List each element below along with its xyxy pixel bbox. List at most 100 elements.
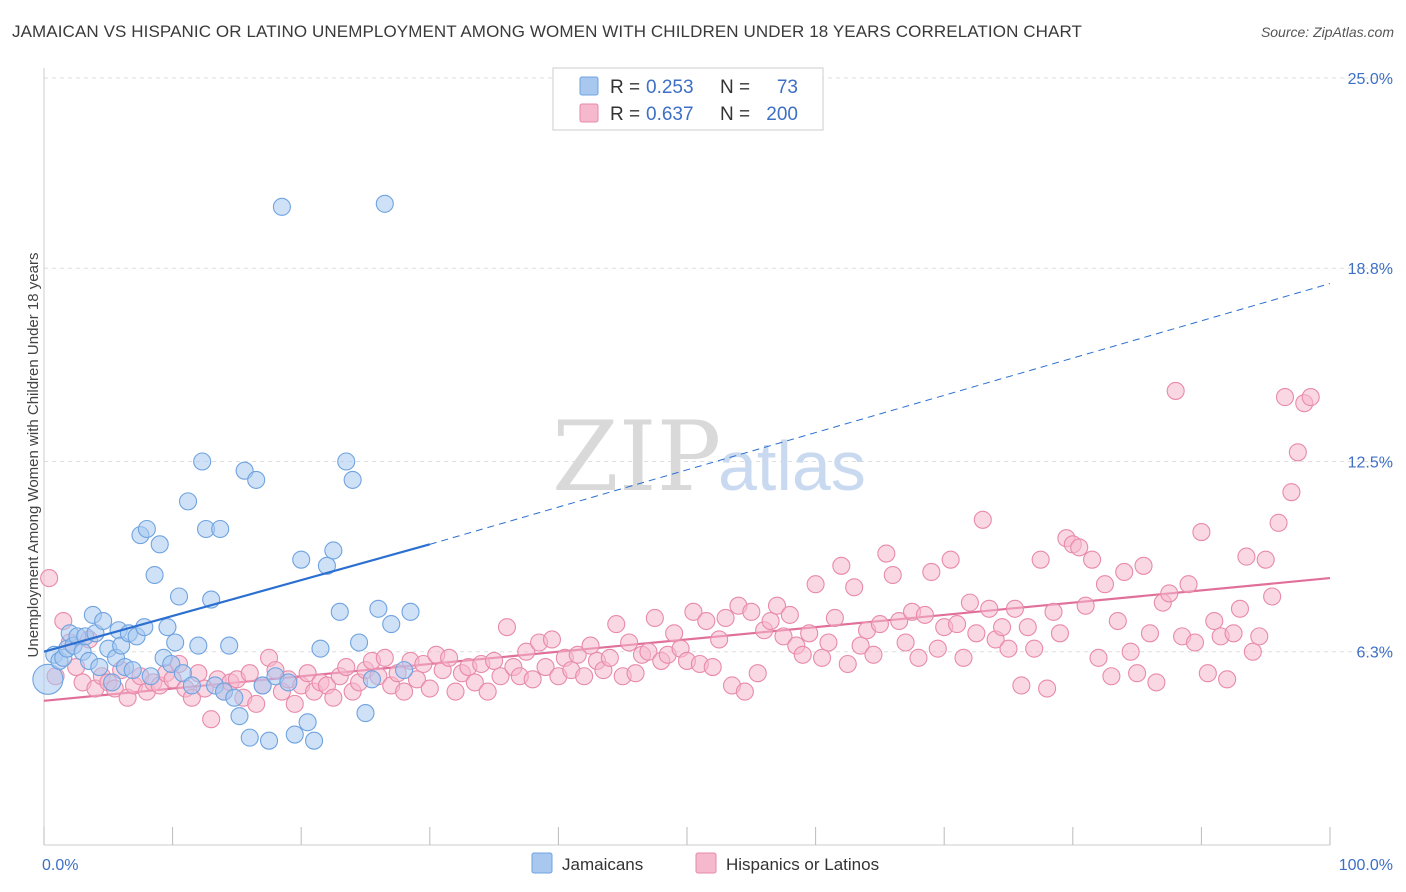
point-hispanics-136 bbox=[915, 605, 934, 624]
point-jamaicans-14 bbox=[94, 611, 113, 631]
point-hispanics-132 bbox=[890, 611, 909, 631]
point-hispanics-169 bbox=[1128, 664, 1147, 683]
point-jamaicans-22 bbox=[123, 661, 142, 680]
point-hispanics-179 bbox=[1192, 523, 1211, 542]
point-hispanics-146 bbox=[980, 599, 999, 618]
point-hispanics-190 bbox=[1263, 587, 1282, 606]
y-tick-label-0: 6.3% bbox=[1357, 645, 1393, 662]
point-hispanics-122 bbox=[825, 608, 844, 628]
point-hispanics-131 bbox=[883, 565, 902, 585]
point-hispanics-152 bbox=[1018, 618, 1037, 637]
point-jamaicans-28 bbox=[145, 565, 164, 585]
point-jamaicans-67 bbox=[356, 704, 375, 723]
point-hispanics-121 bbox=[819, 633, 838, 652]
point-hispanics-31 bbox=[240, 664, 259, 683]
point-hispanics-137 bbox=[922, 562, 941, 581]
point-hispanics-44 bbox=[324, 688, 343, 707]
point-hispanics-140 bbox=[941, 550, 960, 569]
point-hispanics-155 bbox=[1038, 679, 1057, 698]
point-hispanics-149 bbox=[999, 639, 1018, 658]
point-hispanics-55 bbox=[395, 682, 414, 701]
y-tick-label-1: 12.5% bbox=[1348, 455, 1393, 472]
point-jamaicans-37 bbox=[182, 676, 201, 695]
point-jamaicans-34 bbox=[169, 587, 189, 606]
watermark: ZIP atlas bbox=[552, 401, 866, 513]
point-hispanics-120 bbox=[812, 648, 832, 667]
point-jamaicans-65 bbox=[343, 470, 362, 489]
point-hispanics-163 bbox=[1089, 648, 1108, 667]
point-hispanics-105 bbox=[716, 608, 735, 628]
point-hispanics-94 bbox=[645, 608, 664, 628]
point-hispanics-113 bbox=[767, 596, 787, 615]
point-hispanics-87 bbox=[600, 648, 619, 667]
y-axis-title: Unemployment Among Women with Children U… bbox=[25, 253, 42, 658]
point-hispanics-188 bbox=[1250, 627, 1269, 646]
point-jamaicans-45 bbox=[220, 636, 239, 655]
point-hispanics-46 bbox=[337, 658, 356, 677]
point-hispanics-189 bbox=[1256, 550, 1275, 569]
stats-swatch-jamaicans bbox=[579, 76, 599, 96]
point-hispanics-110 bbox=[748, 664, 767, 683]
watermark-atlas: atlas bbox=[718, 427, 866, 505]
point-jamaicans-62 bbox=[324, 541, 343, 560]
point-jamaicans-47 bbox=[230, 707, 249, 726]
point-jamaicans-60 bbox=[311, 639, 330, 658]
point-hispanics-32 bbox=[247, 694, 266, 713]
point-hispanics-58 bbox=[414, 654, 433, 674]
point-hispanics-162 bbox=[1083, 550, 1102, 569]
point-hispanics-118 bbox=[800, 624, 819, 643]
legend-swatch-hispanics bbox=[695, 852, 717, 874]
point-hispanics-184 bbox=[1224, 624, 1243, 643]
point-jamaicans-36 bbox=[178, 492, 198, 511]
point-jamaicans-51 bbox=[253, 676, 272, 695]
point-jamaicans-56 bbox=[285, 725, 304, 744]
point-jamaicans-13 bbox=[90, 658, 109, 677]
point-hispanics-145 bbox=[973, 510, 992, 529]
point-hispanics-25 bbox=[202, 710, 221, 729]
stats-r-label-hispanics: R = bbox=[610, 104, 640, 125]
stats-n-label-hispanics: N = bbox=[720, 104, 750, 125]
point-hispanics-103 bbox=[703, 658, 722, 677]
point-hispanics-57 bbox=[407, 670, 426, 689]
point-hispanics-52 bbox=[375, 648, 394, 667]
series-legend: Jamaicans Hispanics or Latinos bbox=[531, 852, 879, 874]
axes bbox=[43, 68, 1331, 846]
point-hispanics-74 bbox=[517, 642, 536, 661]
point-hispanics-154 bbox=[1031, 550, 1050, 569]
point-hispanics-82 bbox=[568, 645, 587, 664]
point-hispanics-115 bbox=[780, 605, 799, 624]
point-hispanics-119 bbox=[806, 575, 825, 594]
point-hispanics-93 bbox=[639, 642, 658, 661]
point-hispanics-108 bbox=[735, 682, 754, 701]
point-hispanics-143 bbox=[960, 593, 979, 612]
point-hispanics-124 bbox=[838, 654, 857, 674]
chart-title: JAMAICAN VS HISPANIC OR LATINO UNEMPLOYM… bbox=[12, 22, 1083, 41]
point-hispanics-59 bbox=[420, 679, 439, 698]
point-hispanics-172 bbox=[1147, 673, 1166, 692]
point-hispanics-114 bbox=[774, 627, 793, 646]
point-hispanics-84 bbox=[581, 636, 600, 655]
point-jamaicans-73 bbox=[401, 602, 420, 621]
point-hispanics-40 bbox=[298, 664, 317, 683]
legend-label-hispanics: Hispanics or Latinos bbox=[726, 855, 879, 874]
point-hispanics-157 bbox=[1050, 624, 1069, 643]
stats-legend: R = 0.253 N = 73 R = 0.637 N = 200 bbox=[552, 67, 824, 131]
point-jamaicans-27 bbox=[141, 667, 160, 686]
point-hispanics-165 bbox=[1102, 667, 1121, 686]
point-hispanics-63 bbox=[446, 682, 465, 701]
point-hispanics-142 bbox=[954, 648, 973, 667]
point-hispanics-88 bbox=[607, 615, 626, 634]
point-hispanics-130 bbox=[877, 544, 896, 563]
point-hispanics-62 bbox=[440, 648, 459, 667]
point-hispanics-69 bbox=[485, 651, 504, 670]
point-hispanics-192 bbox=[1275, 388, 1295, 407]
point-jamaicans-43 bbox=[211, 519, 230, 539]
point-jamaicans-64 bbox=[337, 452, 356, 471]
stats-r-label-jamaicans: R = bbox=[610, 77, 640, 98]
point-hispanics-148 bbox=[993, 618, 1012, 637]
point-hispanics-77 bbox=[536, 658, 555, 677]
point-jamaicans-52 bbox=[259, 731, 279, 750]
y-tick-label-3: 25.0% bbox=[1348, 71, 1393, 88]
point-jamaicans-35 bbox=[173, 664, 192, 683]
point-hispanics-71 bbox=[497, 618, 517, 637]
